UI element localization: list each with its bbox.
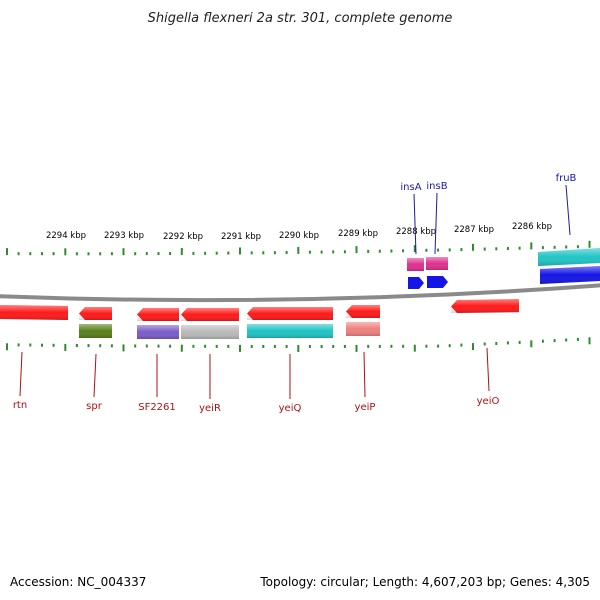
gloss (538, 248, 600, 266)
gloss (137, 325, 179, 339)
gloss (79, 307, 112, 320)
genome-backbone (0, 283, 600, 303)
forward-features (407, 248, 600, 289)
gene-insB-arrow[interactable] (427, 276, 448, 288)
scale-label: 2290 kbp (279, 231, 319, 241)
gloss (181, 325, 239, 339)
gloss (79, 324, 112, 338)
scale-label: 2289 kbp (338, 229, 378, 239)
gene-label-yeiQ[interactable]: yeiQ (279, 403, 302, 414)
gloss (426, 257, 448, 270)
gene-label-spr[interactable]: spr (86, 401, 103, 412)
gloss (346, 305, 380, 318)
label-leader-line (486, 347, 490, 392)
label-leader-line (434, 192, 438, 255)
scale-ticks-top (6, 240, 591, 256)
scale-label: 2288 kbp (396, 227, 436, 237)
label-leader-line (93, 353, 97, 398)
gloss (407, 258, 424, 271)
gene-label-insB[interactable]: insB (426, 181, 447, 192)
scale-label: 2291 kbp (221, 232, 261, 242)
gene-label-rtn[interactable]: rtn (13, 400, 27, 411)
scale-labels: 2294 kbp 2293 kbp 2292 kbp 2291 kbp 2290… (46, 222, 552, 242)
reverse-features (0, 299, 519, 339)
forward-gene-labels: insA insB fruB (400, 173, 577, 255)
gloss (540, 266, 600, 284)
scale-label: 2287 kbp (454, 225, 494, 235)
gloss (137, 308, 179, 321)
gene-label-fruB[interactable]: fruB (556, 173, 577, 184)
label-leader-line (363, 351, 366, 398)
scale-label: 2286 kbp (512, 222, 552, 232)
gloss (247, 324, 333, 338)
scale-label: 2292 kbp (163, 232, 203, 242)
scale-label: 2293 kbp (104, 231, 144, 241)
gloss (247, 307, 333, 320)
gloss (0, 305, 68, 320)
gene-label-yeiP[interactable]: yeiP (355, 402, 376, 413)
gene-label-SF2261[interactable]: SF2261 (138, 402, 176, 413)
gloss (451, 299, 519, 313)
label-leader-line (565, 184, 571, 236)
gene-label-yeiO[interactable]: yeiO (477, 396, 500, 407)
gene-label-insA[interactable]: insA (400, 182, 421, 193)
genome-title: Shigella flexneri 2a str. 301, complete … (148, 11, 453, 26)
genome-summary-text: Topology: circular; Length: 4,607,203 bp… (259, 575, 590, 589)
label-leader-line (413, 193, 417, 255)
reverse-gene-labels: rtn spr SF2261 yeiR yeiQ yeiP yeiO (13, 347, 500, 414)
gloss (346, 322, 380, 336)
scale-label: 2294 kbp (46, 231, 86, 241)
accession-text: Accession: NC_004337 (10, 575, 146, 589)
gene-insA-arrow[interactable] (408, 277, 424, 289)
label-leader-line (19, 351, 23, 397)
scale-ticks-bottom (6, 337, 591, 352)
gloss (181, 308, 239, 321)
gene-label-yeiR[interactable]: yeiR (199, 403, 221, 414)
